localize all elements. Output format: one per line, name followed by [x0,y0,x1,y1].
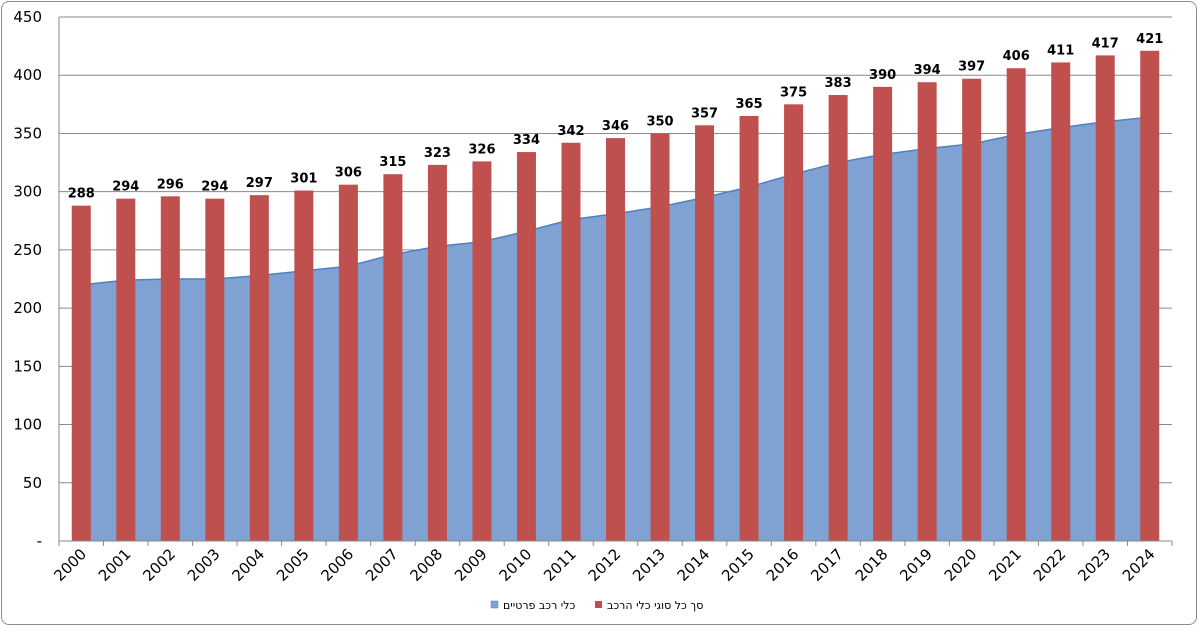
y-tick-label: 400 [13,66,42,84]
x-tick-label: 2001 [95,545,135,585]
y-tick-label: 100 [13,416,42,434]
x-tick-label: 2012 [585,545,625,585]
bar [962,78,982,542]
bar-data-label: 334 [513,133,540,148]
bar-data-label: 421 [1136,32,1163,47]
bar [116,198,136,542]
x-tick-label: 2014 [674,545,714,585]
legend-label-private: כלי רכב פרטיים [503,599,576,612]
bar-data-label: 365 [735,97,762,112]
x-tick-label: 2017 [807,545,847,585]
x-tick-label: 2003 [184,545,224,585]
bar [828,95,848,542]
y-tick-label: 50 [23,474,42,492]
x-tick-label: 2011 [540,545,580,585]
bar [1140,50,1160,541]
bar-data-label: 390 [869,68,896,83]
bar [561,142,581,541]
data-labels: 288 294 296 294 297 301 306 315 323 326 334 342 346 3… [68,32,1164,202]
bar-data-label: 350 [646,114,673,129]
bar-data-label: 394 [914,63,941,78]
y-tick-label: 450 [13,8,42,26]
x-tick-label: 2009 [451,545,491,585]
y-tick-label: 350 [13,124,42,142]
x-tick-label: 2019 [896,545,936,585]
bar [606,138,625,541]
legend-swatch-private [490,600,499,609]
x-tick-label: 2002 [139,545,179,585]
x-tick-label: 2024 [1119,545,1159,585]
x-tick-label: 2018 [852,545,892,585]
bar [917,82,937,541]
x-tick-label: 2005 [273,545,313,585]
bar [1006,68,1026,541]
bar [739,115,759,541]
bar-series [71,50,1160,542]
bar [205,198,225,542]
bar [383,174,403,541]
bar-data-label: 357 [691,106,718,121]
legend: כלי רכב פרטיים סך כל סוגי כלי הרכב [490,599,703,612]
x-tick-label: 2007 [362,545,402,585]
x-tick-label: 2008 [407,545,447,585]
bar [160,196,180,541]
bar [1051,62,1071,542]
bar-data-label: 342 [557,124,584,139]
bar-data-label: 294 [112,180,139,195]
y-tick-label: 300 [13,183,42,201]
bar [650,133,670,541]
x-tick-label: 2021 [985,545,1025,585]
bar-data-label: 383 [825,76,852,91]
bar-data-label: 296 [157,177,184,192]
bar [427,164,447,541]
y-tick-label: 200 [13,299,42,317]
y-tick-label: 150 [13,357,42,375]
x-tick-label: 2016 [763,545,803,585]
bar [71,205,91,541]
bar-data-label: 323 [424,146,451,161]
bar [472,161,492,541]
bar [784,104,804,541]
legend-swatch-total [595,601,602,608]
x-tick-label: 2000 [50,545,90,585]
bar-data-label: 315 [379,155,406,170]
bar-data-label: 417 [1092,36,1119,51]
bar-data-label: 306 [335,166,362,181]
x-tick-label: 2010 [496,545,536,585]
y-tick-label: - [37,532,42,550]
x-tick-label: 2013 [629,545,669,585]
x-tick-label: 2023 [1074,545,1114,585]
bar [1095,55,1115,541]
bar-data-label: 375 [780,85,807,100]
bar [338,184,358,541]
bar-data-label: 397 [958,60,985,75]
bar-data-label: 288 [68,187,95,202]
bar-data-label: 346 [602,119,629,134]
bar-data-label: 411 [1047,43,1074,58]
bar-data-label: 406 [1003,49,1030,64]
bar-data-label: 297 [246,176,273,191]
bar-data-label: 301 [290,172,317,187]
bar [516,152,536,541]
y-tick-label: 250 [13,241,42,259]
x-tick-label: 2020 [941,545,981,585]
bar-data-label: 326 [468,142,495,157]
bar [249,195,269,541]
legend-label-total: סך כל סוגי כלי הרכב [607,599,703,612]
bar-data-label: 294 [201,180,228,195]
x-tick-label: 2015 [718,545,758,585]
bar [695,125,715,541]
bar [294,190,314,541]
bar [873,86,893,541]
x-tick-label: 2004 [228,545,268,585]
x-tick-label: 2022 [1030,545,1070,585]
x-tick-label: 2006 [317,545,357,585]
